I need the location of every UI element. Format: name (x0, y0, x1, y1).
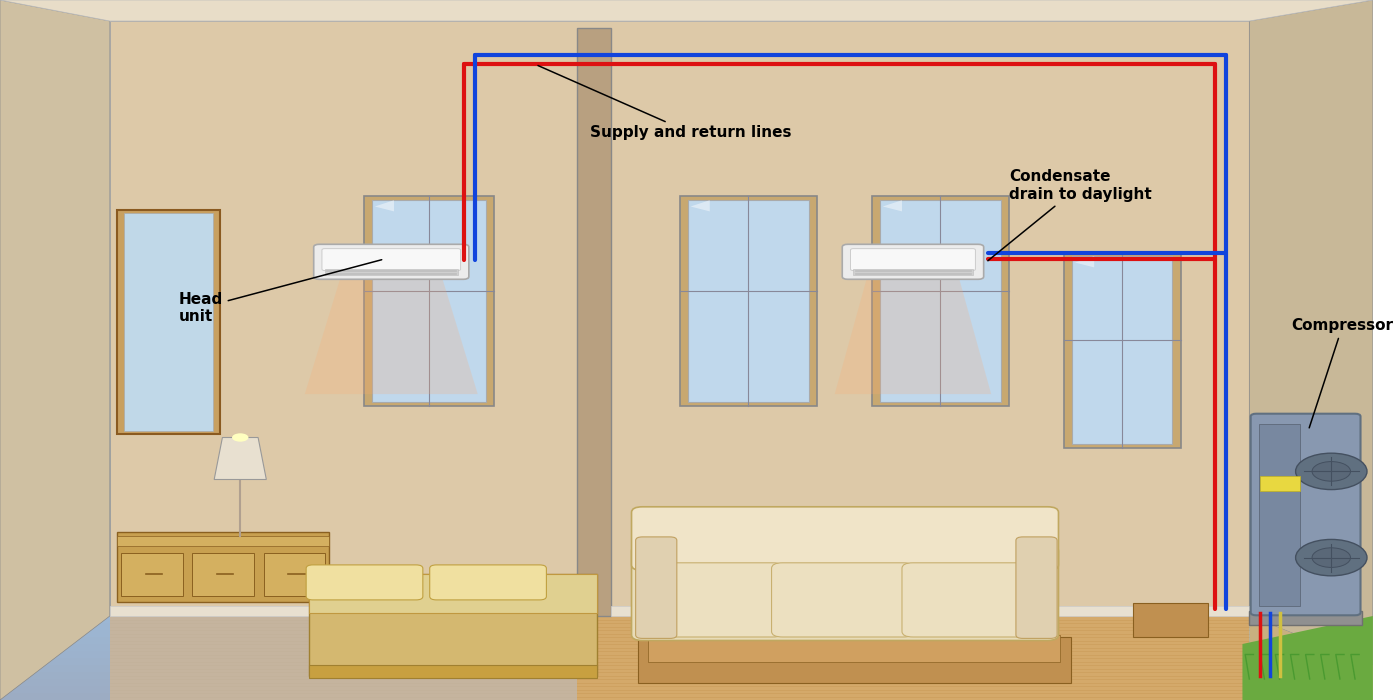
FancyBboxPatch shape (631, 507, 1058, 570)
FancyBboxPatch shape (631, 545, 1058, 641)
Polygon shape (109, 616, 577, 700)
Bar (364, 196, 494, 406)
Bar (263, 553, 325, 596)
Bar (120, 553, 182, 596)
FancyBboxPatch shape (902, 563, 1044, 637)
Circle shape (1312, 548, 1351, 568)
Circle shape (1312, 461, 1351, 481)
FancyBboxPatch shape (850, 248, 976, 271)
Bar (116, 536, 329, 546)
Polygon shape (375, 200, 393, 211)
FancyBboxPatch shape (307, 565, 423, 600)
Text: Head
unit: Head unit (178, 260, 382, 324)
FancyBboxPatch shape (641, 563, 784, 637)
Text: Condensate
drain to daylight: Condensate drain to daylight (988, 169, 1152, 260)
Bar (372, 200, 486, 402)
FancyBboxPatch shape (636, 537, 676, 638)
Bar (309, 574, 598, 612)
Bar (1249, 611, 1362, 625)
Bar (872, 196, 1009, 406)
Bar (881, 200, 1001, 402)
Bar (638, 637, 1071, 682)
Bar (309, 574, 598, 676)
Bar (116, 532, 329, 602)
Bar (116, 210, 220, 434)
FancyBboxPatch shape (314, 244, 469, 279)
Bar (123, 214, 213, 430)
FancyBboxPatch shape (771, 563, 914, 637)
Polygon shape (883, 200, 902, 211)
Bar (853, 269, 973, 275)
Circle shape (1295, 540, 1366, 576)
Polygon shape (1242, 616, 1373, 700)
Polygon shape (0, 0, 1373, 21)
FancyBboxPatch shape (1250, 414, 1361, 615)
Polygon shape (305, 276, 477, 394)
FancyBboxPatch shape (843, 244, 984, 279)
Bar (610, 606, 1249, 616)
Polygon shape (690, 200, 710, 211)
Polygon shape (1249, 616, 1373, 700)
Circle shape (232, 433, 248, 442)
Bar (109, 606, 577, 616)
Bar (1260, 475, 1299, 491)
Bar (336, 567, 385, 606)
FancyBboxPatch shape (322, 248, 461, 271)
Bar (309, 665, 598, 678)
FancyBboxPatch shape (430, 565, 546, 600)
Bar (325, 269, 458, 275)
Bar (1133, 603, 1208, 637)
Polygon shape (577, 28, 610, 616)
Bar (679, 196, 816, 406)
Bar (192, 553, 253, 596)
FancyBboxPatch shape (1016, 537, 1057, 638)
Polygon shape (1075, 256, 1095, 267)
Bar (1259, 424, 1301, 606)
Bar (687, 200, 809, 402)
Polygon shape (109, 616, 1249, 700)
Bar (648, 635, 1060, 661)
Polygon shape (1249, 0, 1373, 665)
Polygon shape (214, 438, 266, 480)
Bar (1072, 256, 1172, 444)
Text: Compressor: Compressor (1292, 318, 1393, 428)
Bar (1064, 252, 1180, 448)
Circle shape (1295, 453, 1366, 489)
Polygon shape (834, 276, 991, 394)
Polygon shape (109, 21, 1249, 616)
Polygon shape (0, 0, 109, 700)
Text: Supply and return lines: Supply and return lines (538, 66, 792, 141)
